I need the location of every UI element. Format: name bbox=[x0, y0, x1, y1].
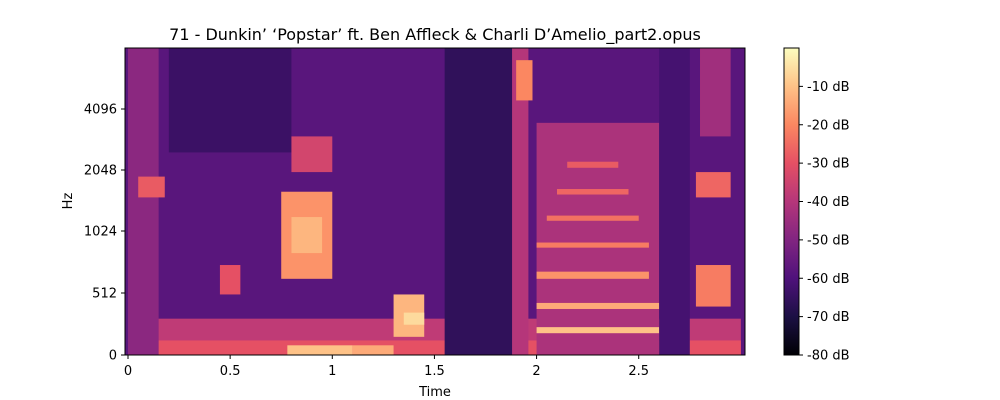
spectrogram-region bbox=[291, 217, 323, 254]
spectrogram-region bbox=[567, 161, 619, 168]
spectrogram-region bbox=[536, 271, 649, 279]
y-tick-label: 1024 bbox=[84, 225, 117, 240]
spectrogram-region bbox=[287, 345, 353, 355]
colorbar-tick-label: -70 dB bbox=[807, 310, 850, 325]
x-tick-label: 1.5 bbox=[424, 364, 445, 379]
spectrogram-region bbox=[444, 48, 517, 355]
spectrogram-region bbox=[546, 215, 639, 221]
x-axis: 0 0.5 1 1.5 2 2.5 bbox=[124, 355, 649, 379]
spectrogram-region bbox=[512, 48, 529, 355]
colorbar-tick-label: -80 dB bbox=[807, 349, 850, 364]
spectrogram-region bbox=[536, 122, 660, 355]
spectrogram-region bbox=[695, 172, 731, 198]
spectrogram-region bbox=[128, 48, 159, 355]
y-axis-title: Hz bbox=[61, 193, 76, 210]
plot-frame bbox=[124, 47, 746, 356]
spectrogram-region bbox=[536, 302, 660, 309]
y-axis: 0 512 1024 2048 4096 bbox=[84, 103, 125, 364]
spectrogram-region bbox=[291, 136, 333, 173]
spectrogram-region bbox=[557, 189, 629, 195]
spectrogram-region bbox=[168, 48, 292, 153]
colorbar-tick-label: -40 dB bbox=[807, 195, 850, 210]
spectrogram-region bbox=[516, 60, 533, 101]
chart-title: 71 - Dunkin’ ‘Popstar’ ft. Ben Affleck &… bbox=[169, 25, 701, 45]
colorbar-axis: -10 dB -20 dB -30 dB -40 dB -50 dB -60 dB -70 … bbox=[799, 80, 850, 364]
spectrogram-region bbox=[700, 48, 731, 137]
x-tick-label: 1 bbox=[328, 364, 336, 379]
colorbar-tick-label: -50 dB bbox=[807, 233, 850, 248]
colorbar-tick-label: -30 dB bbox=[807, 157, 850, 172]
colorbar-tick-label: -20 dB bbox=[807, 118, 850, 133]
y-tick-label: 4096 bbox=[84, 103, 117, 118]
x-tick-label: 0 bbox=[124, 364, 132, 379]
spectrogram-region bbox=[695, 265, 731, 307]
y-tick-label: 0 bbox=[109, 349, 117, 364]
x-tick-label: 2 bbox=[532, 364, 540, 379]
spectrogram-region bbox=[138, 176, 165, 198]
x-axis-title: Time bbox=[418, 385, 451, 400]
spectrogram-region bbox=[403, 312, 425, 325]
spectrogram-region bbox=[536, 327, 660, 334]
y-tick-label: 512 bbox=[92, 287, 117, 302]
spectrogram-region bbox=[659, 48, 690, 355]
colorbar-tick-label: -10 dB bbox=[807, 80, 850, 95]
spectrogram-region bbox=[219, 265, 241, 295]
colorbar bbox=[783, 47, 800, 356]
x-tick-label: 2.5 bbox=[628, 364, 649, 379]
spectrogram-region bbox=[536, 242, 649, 248]
spectrogram-region bbox=[352, 345, 394, 355]
colorbar-tick-label: -60 dB bbox=[807, 272, 850, 287]
y-tick-label: 2048 bbox=[84, 164, 117, 179]
x-tick-label: 0.5 bbox=[220, 364, 241, 379]
spectrogram-plot-area bbox=[125, 48, 745, 355]
